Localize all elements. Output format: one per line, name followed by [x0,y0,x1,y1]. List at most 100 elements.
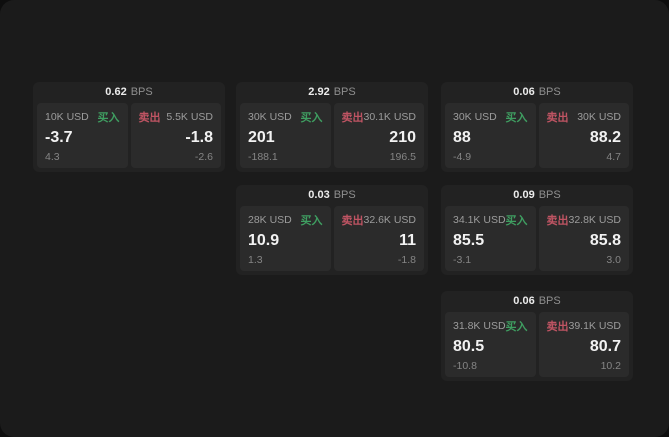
buy-secondary-value: -3.1 [453,254,472,266]
bps-header: 0.06 BPS [441,82,633,103]
buy-secondary-value: 1.3 [248,254,263,266]
sell-price-value: 85.8 [589,232,621,250]
bps-header: 0.62 BPS [33,82,225,103]
buy-size-label: 28K USD [248,214,292,226]
buy-panel-top: 10K USD 买入 [45,109,120,125]
quote-body: 28K USD 买入 10.9 1.3 卖出 32.6K USD 11 -1.8 [236,206,428,275]
sell-secondary-value: -2.6 [194,151,213,163]
sell-panel-top: 卖出 30.1K USD [342,109,417,125]
buy-secondary-value: 4.3 [45,151,60,163]
buy-side-badge: 买入 [505,215,528,227]
bps-header: 2.92 BPS [236,82,428,103]
buy-side-badge: 买入 [97,112,120,124]
sell-side-badge: 卖出 [138,112,161,124]
bps-unit-label: BPS [538,86,561,98]
sell-quote-panel[interactable]: 卖出 30.1K USD 210 196.5 [333,103,424,168]
buy-secondary-value: -4.9 [453,151,472,163]
quote-card: 0.62 BPS 10K USD 买入 -3.7 4.3 卖出 5.5K USD… [33,82,225,172]
bps-unit-label: BPS [538,189,561,201]
sell-secondary-value: 4.7 [606,151,621,163]
buy-price-value: 80.5 [453,338,485,356]
buy-side-badge: 买入 [505,112,528,124]
buy-side-badge: 买入 [300,112,323,124]
bps-header: 0.09 BPS [441,185,633,206]
buy-side-badge: 买入 [505,321,528,333]
buy-size-label: 10K USD [45,111,89,123]
sell-panel-top: 卖出 32.8K USD [547,212,622,228]
buy-price-value: 10.9 [248,232,280,250]
bps-unit-label: BPS [333,189,356,201]
sell-size-label: 39.1K USD [568,320,622,332]
sell-quote-panel[interactable]: 卖出 30K USD 88.2 4.7 [538,103,629,168]
sell-size-label: 32.8K USD [568,214,622,226]
buy-quote-panel[interactable]: 10K USD 买入 -3.7 4.3 [37,103,128,168]
buy-secondary-value: -10.8 [453,360,477,372]
buy-size-label: 34.1K USD [453,214,506,226]
buy-panel-top: 31.8K USD 买入 [453,318,528,334]
quote-body: 30K USD 买入 88 -4.9 卖出 30K USD 88.2 4.7 [441,103,633,172]
sell-secondary-value: 196.5 [389,151,416,163]
buy-quote-panel[interactable]: 30K USD 买入 201 -188.1 [240,103,331,168]
sell-panel-top: 卖出 30K USD [547,109,622,125]
sell-size-label: 30K USD [577,111,621,123]
sell-panel-top: 卖出 32.6K USD [342,212,417,228]
sell-quote-panel[interactable]: 卖出 39.1K USD 80.7 10.2 [538,312,629,377]
sell-price-value: 210 [389,129,416,147]
bps-value: 0.06 [513,295,535,307]
bps-header: 0.03 BPS [236,185,428,206]
quote-card: 0.09 BPS 34.1K USD 买入 85.5 -3.1 卖出 32.8K… [441,185,633,275]
sell-secondary-value: 10.2 [600,360,621,372]
sell-size-label: 32.6K USD [363,214,417,226]
buy-panel-top: 30K USD 买入 [248,109,323,125]
buy-price-value: 201 [248,129,275,147]
buy-panel-top: 30K USD 买入 [453,109,528,125]
quote-body: 10K USD 买入 -3.7 4.3 卖出 5.5K USD -1.8 -2.… [33,103,225,172]
sell-side-badge: 卖出 [546,321,569,333]
buy-panel-top: 34.1K USD 买入 [453,212,528,228]
sell-size-label: 5.5K USD [166,111,213,123]
bps-value: 0.09 [513,189,535,201]
quote-body: 31.8K USD 买入 80.5 -10.8 卖出 39.1K USD 80.… [441,312,633,381]
quote-card: 0.03 BPS 28K USD 买入 10.9 1.3 卖出 32.6K US… [236,185,428,275]
sell-panel-top: 卖出 5.5K USD [139,109,214,125]
buy-quote-panel[interactable]: 31.8K USD 买入 80.5 -10.8 [445,312,536,377]
quote-body: 34.1K USD 买入 85.5 -3.1 卖出 32.8K USD 85.8… [441,206,633,275]
sell-side-badge: 卖出 [546,215,569,227]
quote-card: 0.06 BPS 31.8K USD 买入 80.5 -10.8 卖出 39.1… [441,291,633,381]
bps-unit-label: BPS [130,86,153,98]
sell-quote-panel[interactable]: 卖出 32.6K USD 11 -1.8 [333,206,424,271]
sell-secondary-value: -1.8 [397,254,416,266]
buy-quote-panel[interactable]: 34.1K USD 买入 85.5 -3.1 [445,206,536,271]
buy-price-value: 88 [453,129,471,147]
bps-value: 0.62 [105,86,127,98]
buy-quote-panel[interactable]: 30K USD 买入 88 -4.9 [445,103,536,168]
sell-side-badge: 卖出 [341,112,364,124]
sell-secondary-value: 3.0 [606,254,621,266]
quote-body: 30K USD 买入 201 -188.1 卖出 30.1K USD 210 1… [236,103,428,172]
bps-value: 0.06 [513,86,535,98]
sell-quote-panel[interactable]: 卖出 32.8K USD 85.8 3.0 [538,206,629,271]
bps-header: 0.06 BPS [441,291,633,312]
bps-value: 0.03 [308,189,330,201]
sell-side-badge: 卖出 [546,112,569,124]
quote-card: 0.06 BPS 30K USD 买入 88 -4.9 卖出 30K USD 8… [441,82,633,172]
sell-price-value: 88.2 [589,129,621,147]
bps-unit-label: BPS [538,295,561,307]
bps-value: 2.92 [308,86,330,98]
sell-price-value: 80.7 [589,338,621,356]
sell-quote-panel[interactable]: 卖出 5.5K USD -1.8 -2.6 [130,103,221,168]
buy-price-value: 85.5 [453,232,485,250]
buy-size-label: 30K USD [248,111,292,123]
sell-price-value: -1.8 [185,129,213,147]
sell-price-value: 11 [399,232,416,250]
buy-panel-top: 28K USD 买入 [248,212,323,228]
buy-size-label: 31.8K USD [453,320,506,332]
sell-size-label: 30.1K USD [363,111,417,123]
buy-quote-panel[interactable]: 28K USD 买入 10.9 1.3 [240,206,331,271]
buy-side-badge: 买入 [300,215,323,227]
sell-side-badge: 卖出 [341,215,364,227]
buy-price-value: -3.7 [45,129,73,147]
sell-panel-top: 卖出 39.1K USD [547,318,622,334]
buy-secondary-value: -188.1 [248,151,278,163]
